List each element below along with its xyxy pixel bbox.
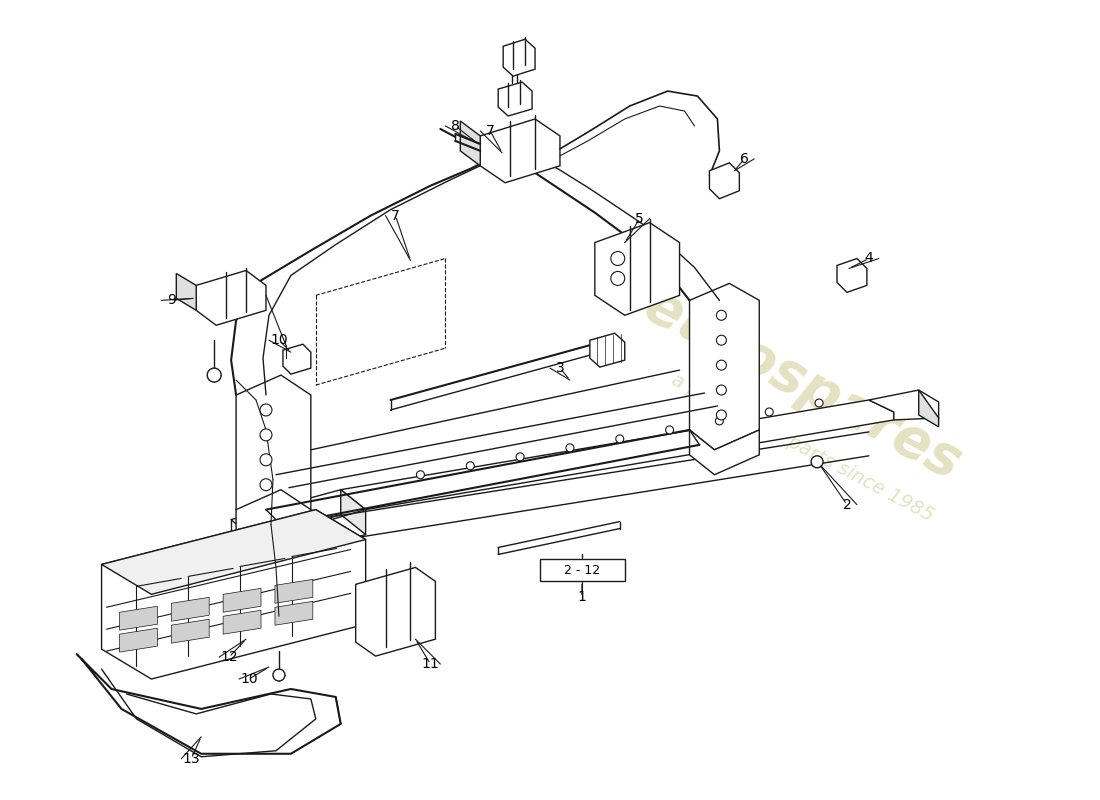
Polygon shape [460,121,481,166]
Polygon shape [918,390,938,427]
Polygon shape [341,400,894,510]
Polygon shape [690,430,759,474]
Circle shape [616,435,624,443]
Polygon shape [172,619,209,643]
Polygon shape [266,616,294,647]
Polygon shape [595,222,680,315]
Circle shape [766,408,773,416]
Text: 2 - 12: 2 - 12 [564,564,600,577]
Circle shape [273,669,285,681]
Circle shape [565,444,574,452]
Circle shape [715,417,724,425]
Circle shape [207,368,221,382]
Polygon shape [236,490,311,554]
Text: 5: 5 [636,212,645,226]
Text: 13: 13 [183,752,200,766]
Text: 7: 7 [486,124,495,138]
Polygon shape [120,628,157,652]
Polygon shape [223,610,261,634]
Polygon shape [590,334,625,367]
Circle shape [466,462,474,470]
Circle shape [811,456,823,468]
Polygon shape [223,588,261,612]
Circle shape [260,404,272,416]
Circle shape [610,271,625,286]
Text: 1: 1 [578,590,586,604]
Circle shape [516,453,524,461]
Text: 10: 10 [271,334,288,347]
Text: 4: 4 [865,251,873,266]
Text: a passion for parts since 1985: a passion for parts since 1985 [668,370,936,526]
Circle shape [716,410,726,420]
Text: 2: 2 [843,498,851,512]
Text: 7: 7 [392,209,400,222]
Text: 9: 9 [167,294,176,307]
Text: 3: 3 [556,361,564,375]
Circle shape [610,251,625,266]
Circle shape [666,426,673,434]
Circle shape [260,429,272,441]
Text: eurospares: eurospares [635,278,970,490]
Polygon shape [196,270,266,326]
Circle shape [417,470,425,478]
Polygon shape [869,390,938,420]
Circle shape [260,478,272,490]
Polygon shape [481,119,560,182]
Polygon shape [355,567,436,656]
Polygon shape [120,606,157,630]
Polygon shape [710,163,739,198]
Polygon shape [176,274,196,310]
Polygon shape [341,490,365,534]
Polygon shape [503,39,535,76]
Circle shape [815,399,823,407]
Polygon shape [172,598,209,622]
Polygon shape [275,602,312,626]
Polygon shape [275,579,312,603]
Polygon shape [101,510,365,679]
Polygon shape [498,82,532,116]
Polygon shape [283,344,311,374]
Circle shape [716,385,726,395]
Text: 12: 12 [220,650,238,664]
Circle shape [260,454,272,466]
Text: 10: 10 [240,672,257,686]
Circle shape [716,360,726,370]
Bar [540,559,625,582]
Polygon shape [101,510,365,594]
Circle shape [716,310,726,320]
Polygon shape [837,258,867,292]
Circle shape [716,335,726,345]
Polygon shape [236,375,311,530]
Text: 11: 11 [421,657,439,671]
Polygon shape [690,283,759,450]
Text: 6: 6 [740,152,749,166]
Text: 8: 8 [451,119,460,133]
